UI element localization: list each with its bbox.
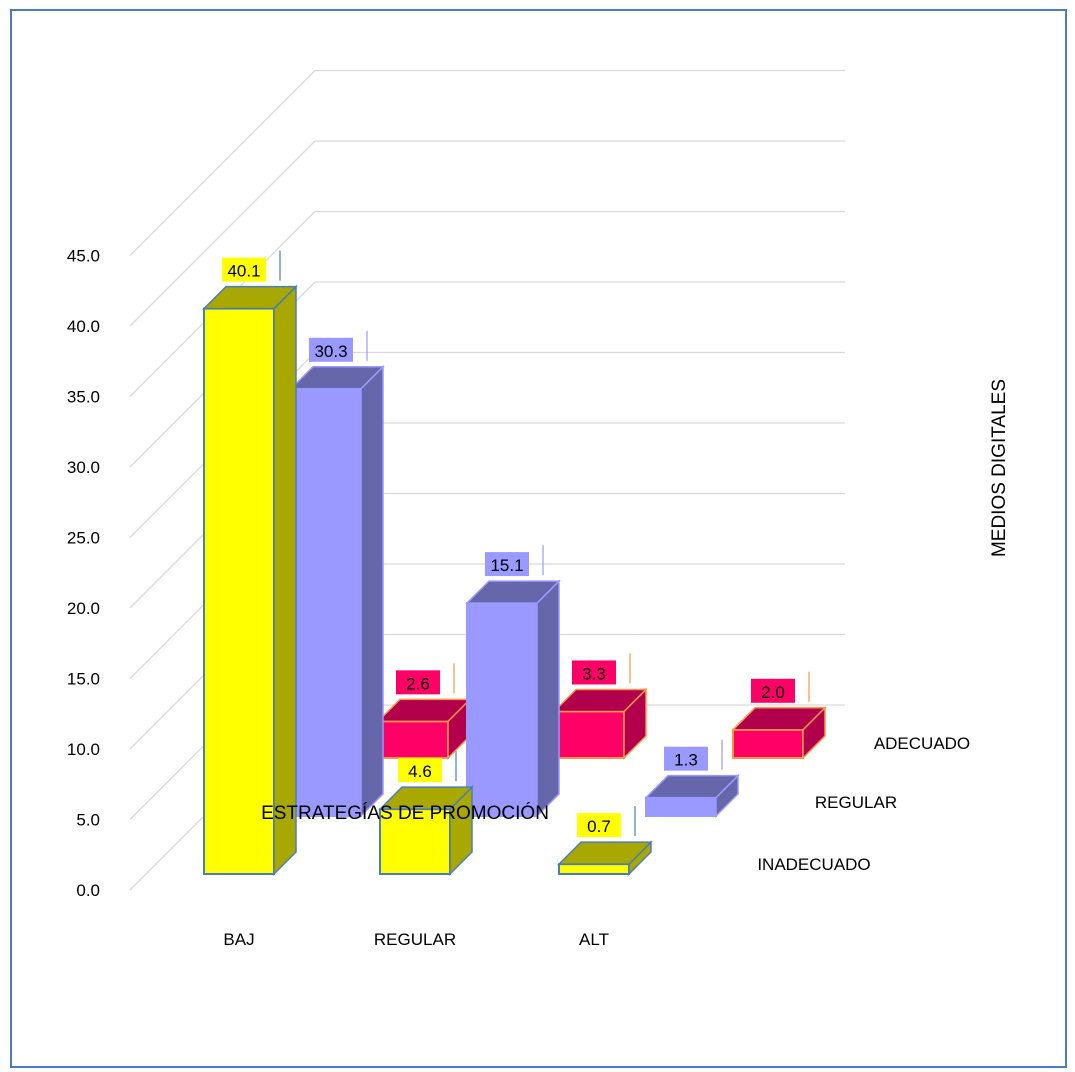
data-label-text: 2.0 <box>761 683 785 702</box>
series-label: ADECUADO <box>874 734 970 753</box>
bar-front-face <box>379 808 451 876</box>
bar-front-face <box>558 863 630 876</box>
y-tick-label: 0.0 <box>76 881 100 900</box>
bar-top-face <box>644 774 740 799</box>
data-label-text: 0.7 <box>587 817 611 836</box>
y-tick-label: 35.0 <box>67 388 100 407</box>
category-label: BAJ <box>223 930 254 949</box>
data-label: 3.3 <box>572 653 631 685</box>
data-label-text: 3.3 <box>582 664 606 683</box>
category-label: ALT <box>579 930 609 949</box>
bar-top-face <box>378 786 474 810</box>
category-labels: BAJ REGULAR ALT <box>223 930 609 949</box>
series-label: INADECUADO <box>757 855 870 874</box>
bar-front-face <box>645 796 717 817</box>
data-label: 15.1 <box>485 545 544 577</box>
data-label-background <box>572 660 616 685</box>
bar <box>465 579 561 818</box>
data-label-background <box>222 257 266 282</box>
gridline-diagonal <box>129 140 316 327</box>
bar-side-face <box>273 284 297 876</box>
data-label-layer: 2.6 3.3 2.0 30.3 15.1 1.3 40.1 4.6 0.7 <box>222 250 810 838</box>
data-label: 30.3 <box>309 330 368 362</box>
category-label: REGULAR <box>374 930 456 949</box>
y-tick-label: 20.0 <box>67 599 100 618</box>
y-axis-ticks: 0.0 5.0 10.0 15.0 20.0 25.0 30.0 35.0 40.0 45.0 <box>67 247 100 901</box>
bar <box>552 687 648 760</box>
y-tick-label: 5.0 <box>76 811 100 830</box>
bar-top-face <box>731 707 827 731</box>
data-label: 0.7 <box>577 806 636 838</box>
bar-top-face <box>465 580 561 604</box>
bar <box>289 364 385 818</box>
data-label: 4.6 <box>398 751 457 783</box>
bar-front-face <box>466 602 538 818</box>
data-label-text: 30.3 <box>314 342 347 361</box>
data-label-background <box>396 670 440 695</box>
bar-top-face <box>202 285 298 310</box>
data-label: 1.3 <box>664 739 723 771</box>
data-label-background <box>485 552 529 577</box>
y-tick-label: 10.0 <box>67 740 100 759</box>
series-labels: INADECUADO REGULAR ADECUADO <box>757 734 970 874</box>
bar-front-face <box>203 307 275 875</box>
y-tick-label: 15.0 <box>67 670 100 689</box>
bar-front-face <box>732 728 804 759</box>
bar <box>378 785 474 876</box>
y-tick-label: 30.0 <box>67 458 100 477</box>
data-label-background <box>751 678 795 703</box>
data-label: 40.1 <box>222 250 281 282</box>
bar <box>376 697 472 760</box>
depth-axis-title: MEDIOS DIGITALES <box>989 379 1010 557</box>
data-label-background <box>398 758 442 783</box>
data-label-text: 2.6 <box>406 674 430 693</box>
data-label-text: 1.3 <box>674 751 698 770</box>
bar-side-face <box>360 364 384 818</box>
y-tick-label: 40.0 <box>67 317 100 336</box>
bar-layer <box>202 284 827 876</box>
bar <box>731 705 827 760</box>
bar-top-face <box>289 366 385 390</box>
data-label-text: 4.6 <box>408 762 432 781</box>
data-label: 2.6 <box>396 663 455 695</box>
y-tick-label: 25.0 <box>67 529 100 548</box>
bar <box>557 840 653 876</box>
bar-front-face <box>553 710 625 759</box>
chart-frame <box>10 9 1067 1068</box>
bar-top-face <box>552 688 648 713</box>
data-label-background <box>577 813 621 838</box>
y-tick-label: 45.0 <box>67 247 100 266</box>
bar-front-face <box>377 720 449 760</box>
gridline-diagonal <box>129 70 316 256</box>
data-label-background <box>309 337 353 362</box>
data-label-text: 40.1 <box>227 262 260 281</box>
bar-top-face <box>557 841 653 865</box>
x-axis-title: ESTRATEGÍAS DE PROMOCIÓN <box>261 802 549 824</box>
bar <box>644 773 740 818</box>
data-label-text: 15.1 <box>490 556 523 575</box>
bar-side-face <box>536 579 560 818</box>
series-label: REGULAR <box>815 793 897 812</box>
bar-front-face <box>290 387 362 817</box>
data-label: 2.0 <box>751 671 810 703</box>
bar <box>202 284 298 876</box>
data-label-background <box>664 746 708 771</box>
